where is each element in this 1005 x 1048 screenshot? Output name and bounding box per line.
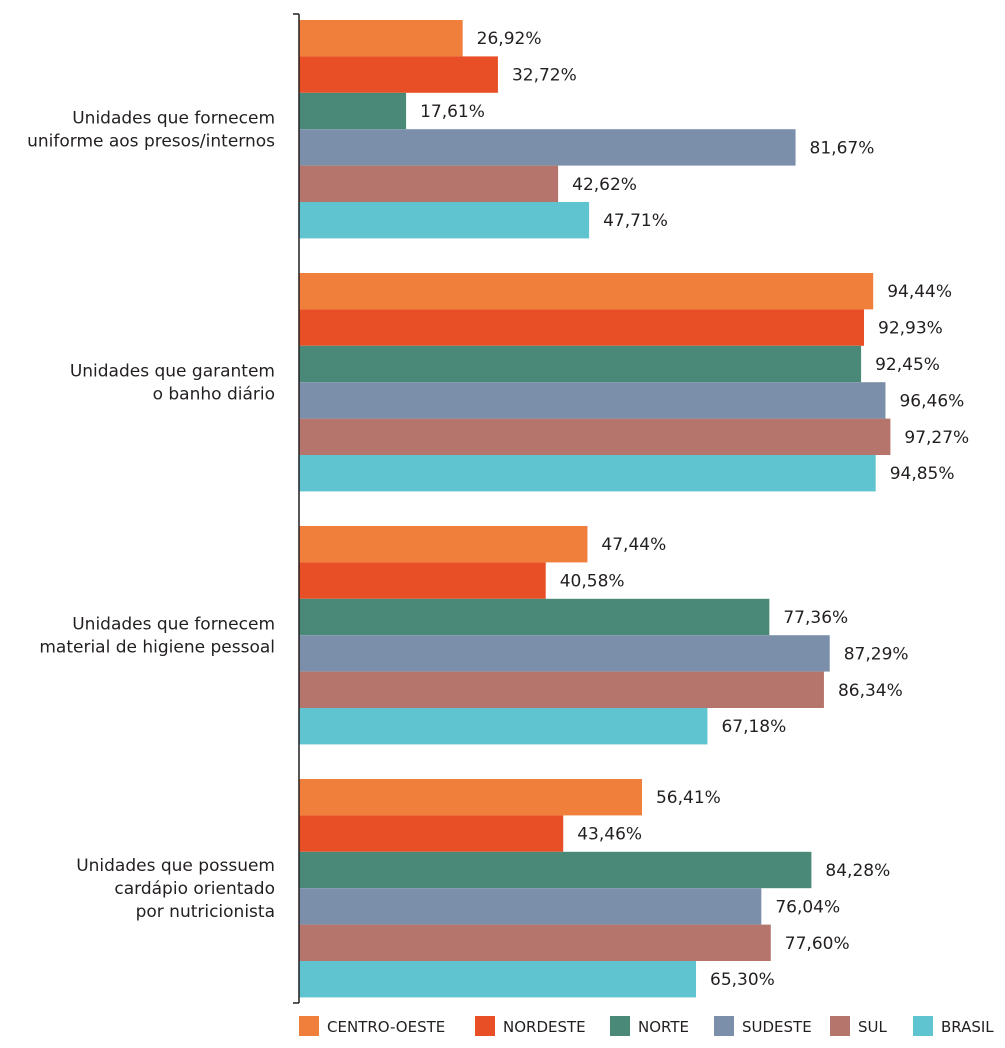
bar-brasil-3 (299, 708, 708, 745)
data-label: 43,46% (577, 825, 642, 845)
category-label: Unidades que garantem o banho diário (70, 362, 275, 405)
legend-swatch (830, 1016, 850, 1036)
data-label: 17,61% (420, 102, 485, 122)
data-label: 67,18% (721, 717, 786, 737)
category-labels: Unidades que fornecem uniforme aos presos… (27, 109, 275, 923)
legend-label: SUDESTE (742, 1018, 812, 1036)
bar-centro-oeste-2 (299, 273, 874, 310)
legend-label: NORDESTE (503, 1018, 586, 1036)
bar-nordeste-1 (299, 56, 498, 93)
data-label: 94,44% (887, 282, 952, 302)
data-label: 96,46% (899, 391, 964, 411)
bar-norte-1 (299, 92, 407, 130)
bar-brasil-2 (299, 455, 876, 492)
bar-norte-4 (299, 851, 812, 889)
data-label: 65,30% (710, 970, 775, 990)
bar-sudeste-3 (299, 635, 830, 672)
data-label: 86,34% (838, 681, 903, 701)
data-label: 94,85% (890, 464, 955, 484)
bar-norte-3 (299, 598, 770, 636)
legend-label: BRASIL (941, 1018, 994, 1036)
bar-norte-2 (299, 345, 862, 383)
category-label: Unidades que fornecem uniforme aos presos… (27, 109, 275, 152)
legend-label: CENTRO-OESTE (327, 1018, 445, 1036)
data-label: 92,93% (878, 319, 943, 339)
bar-sul-3 (299, 671, 824, 708)
legend-item-brasil: BRASIL (913, 1016, 994, 1036)
legend-item-norte: NORTE (610, 1016, 689, 1036)
legend-swatch (299, 1016, 319, 1036)
legend-label: NORTE (638, 1018, 689, 1036)
bar-nordeste-4 (299, 815, 564, 852)
bar-nordeste-2 (299, 309, 865, 346)
bar-sul-4 (299, 924, 771, 961)
legend-label: SUL (858, 1018, 888, 1036)
data-label: 77,36% (783, 608, 848, 628)
data-label: 42,62% (572, 175, 637, 195)
bar-nordeste-3 (299, 562, 546, 599)
bar-sul-1 (299, 165, 559, 202)
data-label: 47,71% (603, 211, 668, 231)
bar-brasil-1 (299, 202, 590, 239)
data-label: 32,72% (512, 66, 577, 86)
legend-swatch (610, 1016, 630, 1036)
bar-sudeste-4 (299, 888, 762, 925)
bar-brasil-4 (299, 961, 697, 998)
bar-centro-oeste-1 (299, 20, 463, 57)
bar-sudeste-2 (299, 382, 886, 419)
data-label: 77,60% (785, 934, 850, 954)
bars-layer: 26,92% 32,72% 17,61% 81,67% 42,62% 47,71% 94,4… (299, 20, 969, 998)
bar-sul-2 (299, 418, 891, 455)
data-label: 56,41% (656, 788, 721, 808)
category-label: Unidades que possuem cardápio orientado po… (76, 856, 275, 922)
legend-item-sudeste: SUDESTE (714, 1016, 812, 1036)
data-label: 92,45% (875, 355, 940, 375)
data-label: 40,58% (560, 572, 625, 592)
bar-sudeste-1 (299, 129, 796, 166)
data-label: 81,67% (810, 138, 875, 158)
bar-centro-oeste-3 (299, 526, 588, 563)
data-label: 47,44% (601, 535, 666, 555)
data-label: 76,04% (775, 897, 840, 917)
data-label: 97,27% (904, 428, 969, 448)
data-label: 84,28% (825, 861, 890, 881)
legend-item-sul: SUL (830, 1016, 888, 1036)
data-label: 26,92% (477, 29, 542, 49)
data-label: 87,29% (844, 644, 909, 664)
legend-item-centro-oeste: CENTRO-OESTE (299, 1016, 445, 1036)
bar-centro-oeste-4 (299, 779, 642, 816)
y-axis (293, 13, 300, 1004)
legend-swatch (913, 1016, 933, 1036)
category-label: Unidades que fornecem material de higiene… (39, 615, 275, 658)
legend-swatch (714, 1016, 734, 1036)
legend-item-nordeste: NORDESTE (475, 1016, 586, 1036)
legend-swatch (475, 1016, 495, 1036)
legend: CENTRO-OESTE NORDESTE NORTE SUDESTE SUL BRASI… (299, 1016, 994, 1036)
